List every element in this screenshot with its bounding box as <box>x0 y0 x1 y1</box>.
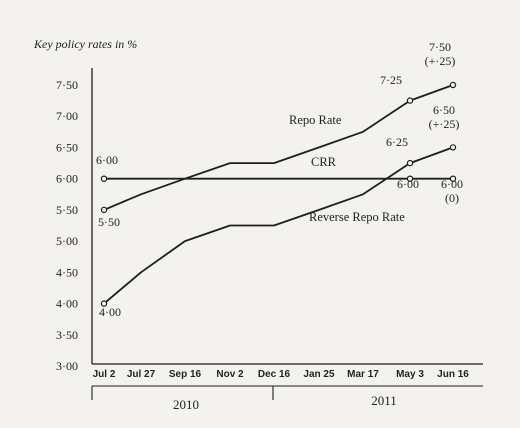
x-category-label: Sep 16 <box>169 369 202 380</box>
y-tick-label: 7·50 <box>56 78 78 92</box>
y-tick-label: 3·50 <box>56 328 78 342</box>
x-category-label: Jul 27 <box>127 369 156 380</box>
reverse-repo-start-label: 4·00 <box>99 305 121 319</box>
series-label-crr: CRR <box>311 155 337 169</box>
y-tick-label: 5·00 <box>56 234 78 248</box>
y-tick-label: 4·50 <box>56 265 78 279</box>
crr-point <box>100 175 108 182</box>
crr-end-label: 6·00 <box>441 177 463 191</box>
x-category-label: May 3 <box>396 369 424 380</box>
reverse-repo-rate-line <box>103 146 454 305</box>
series-label-reverse-repo: Reverse Repo Rate <box>309 210 405 224</box>
y-tick-label: 5·50 <box>56 203 78 217</box>
x-category-label: Nov 2 <box>216 369 244 380</box>
x-category-labels: Jul 2 Jul 27 Sep 16 Nov 2 Dec 16 Jan 25 Mar 17… <box>93 369 470 412</box>
crr-point <box>449 175 457 182</box>
x-category-label: Jan 25 <box>303 369 335 380</box>
reverse-repo-rate-point <box>449 144 457 151</box>
y-tick-labels: 3·00 3·50 4·00 4·50 5·00 5·50 6·00 6·50 7·00 7·50 <box>56 78 78 373</box>
x-category-label: Mar 17 <box>347 369 379 380</box>
crr-start-label: 6·00 <box>96 153 118 167</box>
repo-end-change-label: (+·25) <box>425 54 456 68</box>
y-tick-label: 6·00 <box>56 172 78 186</box>
repo-end-label: 7·50 <box>429 40 451 54</box>
crr-end-change-label: (0) <box>445 191 459 205</box>
repo-rate-point <box>406 97 414 104</box>
x-category-label: Dec 16 <box>258 369 291 380</box>
series-label-repo: Repo Rate <box>289 113 342 127</box>
reverse-repo-may-label: 6·25 <box>386 135 408 149</box>
reverse-repo-end-change-label: (+·25) <box>429 117 460 131</box>
y-tick-label: 6·50 <box>56 140 78 154</box>
x-category-label: Jul 2 <box>93 369 116 380</box>
reverse-repo-rate-point <box>100 300 108 307</box>
data-labels: Repo Rate CRR Reverse Repo Rate 6·00 5·50 4·0… <box>96 40 463 319</box>
reverse-repo-rate-point <box>406 159 414 167</box>
y-tick-label: 7·00 <box>56 109 78 123</box>
repo-rate-point <box>449 81 457 89</box>
x-category-label: Jun 16 <box>437 369 469 380</box>
reverse-repo-end-label: 6·50 <box>433 103 455 117</box>
y-tick-label: 3·00 <box>56 359 78 373</box>
repo-start-label: 5·50 <box>98 215 120 229</box>
repo-may-label: 7·25 <box>380 73 402 87</box>
year-label: 2010 <box>173 397 199 412</box>
y-tick-label: 4·00 <box>56 297 78 311</box>
repo-rate-point <box>100 206 108 214</box>
year-label: 2011 <box>371 393 397 408</box>
series-lines <box>100 81 457 307</box>
chart-title: Key policy rates in % <box>33 37 137 51</box>
repo-rate-line <box>103 84 454 211</box>
crr-may-label: 6·00 <box>397 177 419 191</box>
crr-point <box>406 175 414 182</box>
